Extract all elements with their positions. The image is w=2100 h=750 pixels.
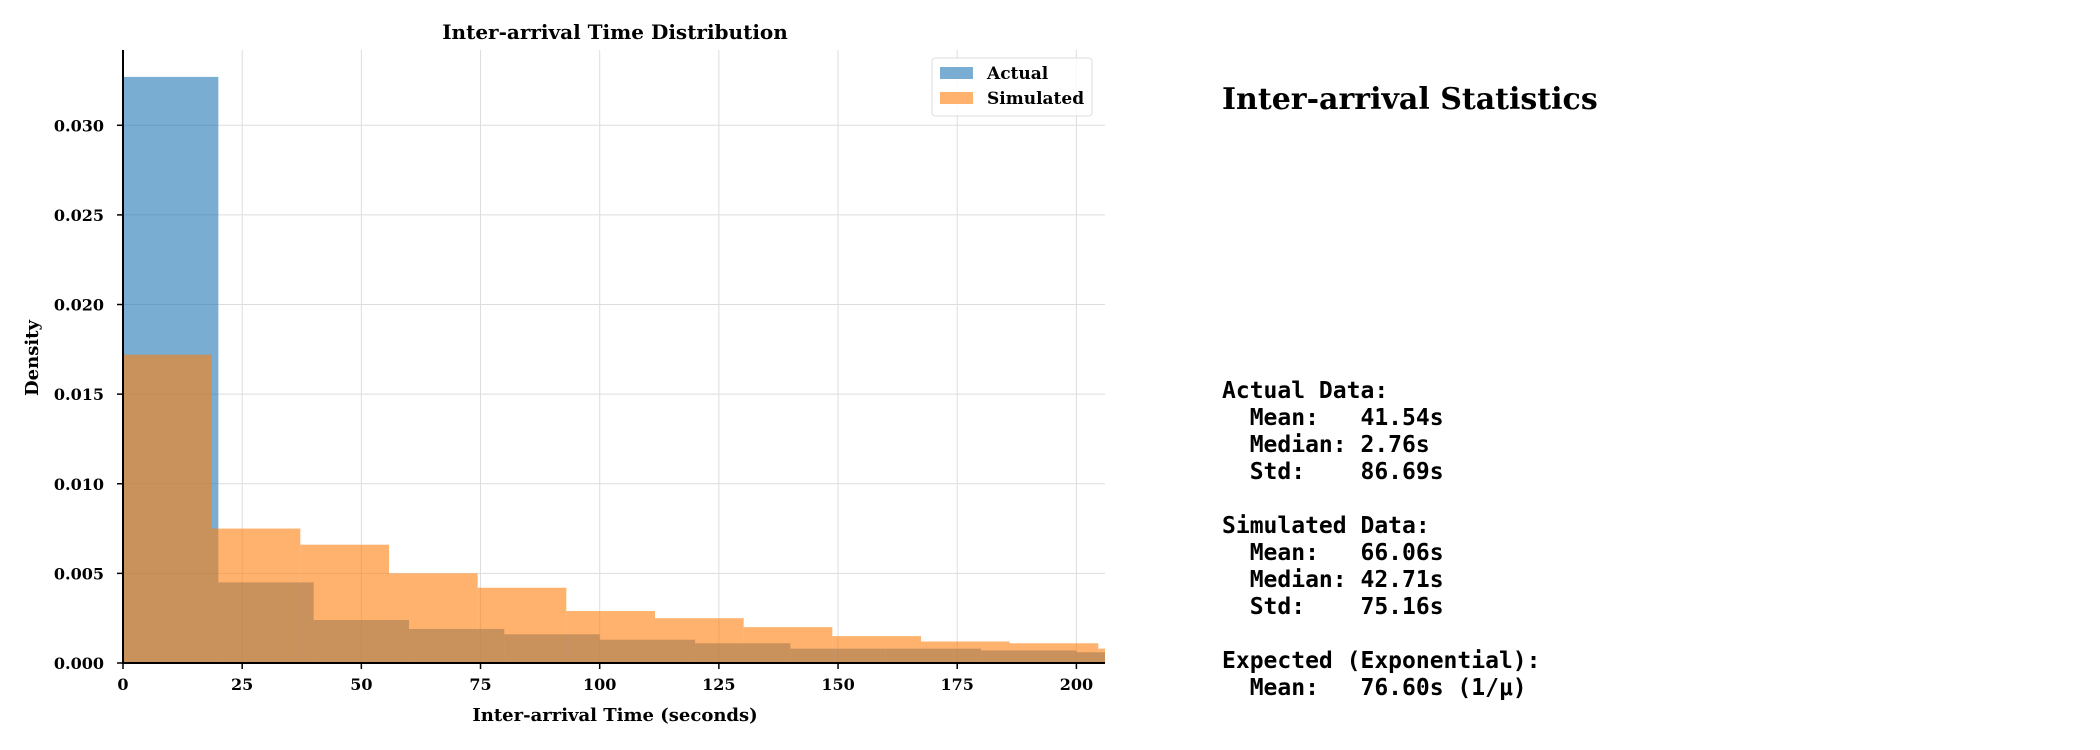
legend-label-actual: Actual: [986, 64, 1049, 84]
x-tick-label: 75: [469, 675, 491, 694]
stats-text: Actual Data: Mean: 41.54s Median: 2.76s …: [1222, 378, 1541, 701]
y-tick-label: 0.030: [54, 116, 104, 135]
series-simulated: [123, 354, 1105, 663]
x-tick-label: 125: [702, 675, 735, 694]
legend-swatch-simulated: [940, 92, 973, 104]
bar-simulated: [743, 627, 833, 663]
x-tick-label: 150: [821, 675, 854, 694]
x-tick-label: 50: [350, 675, 372, 694]
histogram-bars: [123, 76, 1105, 663]
x-tick-label: 25: [231, 675, 253, 694]
stats-title: Inter-arrival Statistics: [1222, 82, 1598, 117]
bar-simulated: [388, 573, 478, 663]
y-tick-label: 0.010: [54, 475, 104, 494]
bar-simulated: [211, 528, 301, 663]
chart-title: Inter-arrival Time Distribution: [442, 20, 788, 44]
y-tick-label: 0.000: [54, 654, 104, 673]
legend-label-simulated: Simulated: [987, 89, 1084, 109]
x-tick-label: 0: [117, 675, 128, 694]
bar-simulated: [1009, 643, 1099, 663]
y-tick-label: 0.005: [54, 564, 104, 583]
bar-simulated: [920, 641, 1010, 663]
bar-simulated: [1098, 648, 1105, 663]
y-tick-label: 0.015: [54, 385, 104, 404]
y-tick-label: 0.025: [54, 206, 104, 225]
x-tick-label: 100: [583, 675, 616, 694]
legend-swatch-actual: [940, 67, 973, 79]
y-tick-label: 0.020: [54, 296, 104, 315]
x-tick-label: 175: [941, 675, 974, 694]
axes: [122, 50, 1105, 664]
x-axis-label: Inter-arrival Time (seconds): [472, 705, 757, 726]
bar-simulated: [300, 544, 389, 663]
bar-simulated: [123, 354, 212, 663]
y-axis-label: Density: [22, 320, 43, 396]
x-tick-label: 200: [1060, 675, 1093, 694]
bar-simulated: [654, 618, 744, 663]
bar-simulated: [477, 587, 567, 663]
bar-simulated: [566, 611, 655, 663]
legend: Actual Simulated: [931, 57, 1093, 117]
bar-simulated: [832, 636, 921, 663]
stats-panel: Inter-arrival Statistics Actual Data: Me…: [1222, 82, 2042, 722]
tick-labels: 0 25 50 75 100 125 150 175 200 0.000 0.005 0.010 0.0…: [54, 116, 1093, 694]
